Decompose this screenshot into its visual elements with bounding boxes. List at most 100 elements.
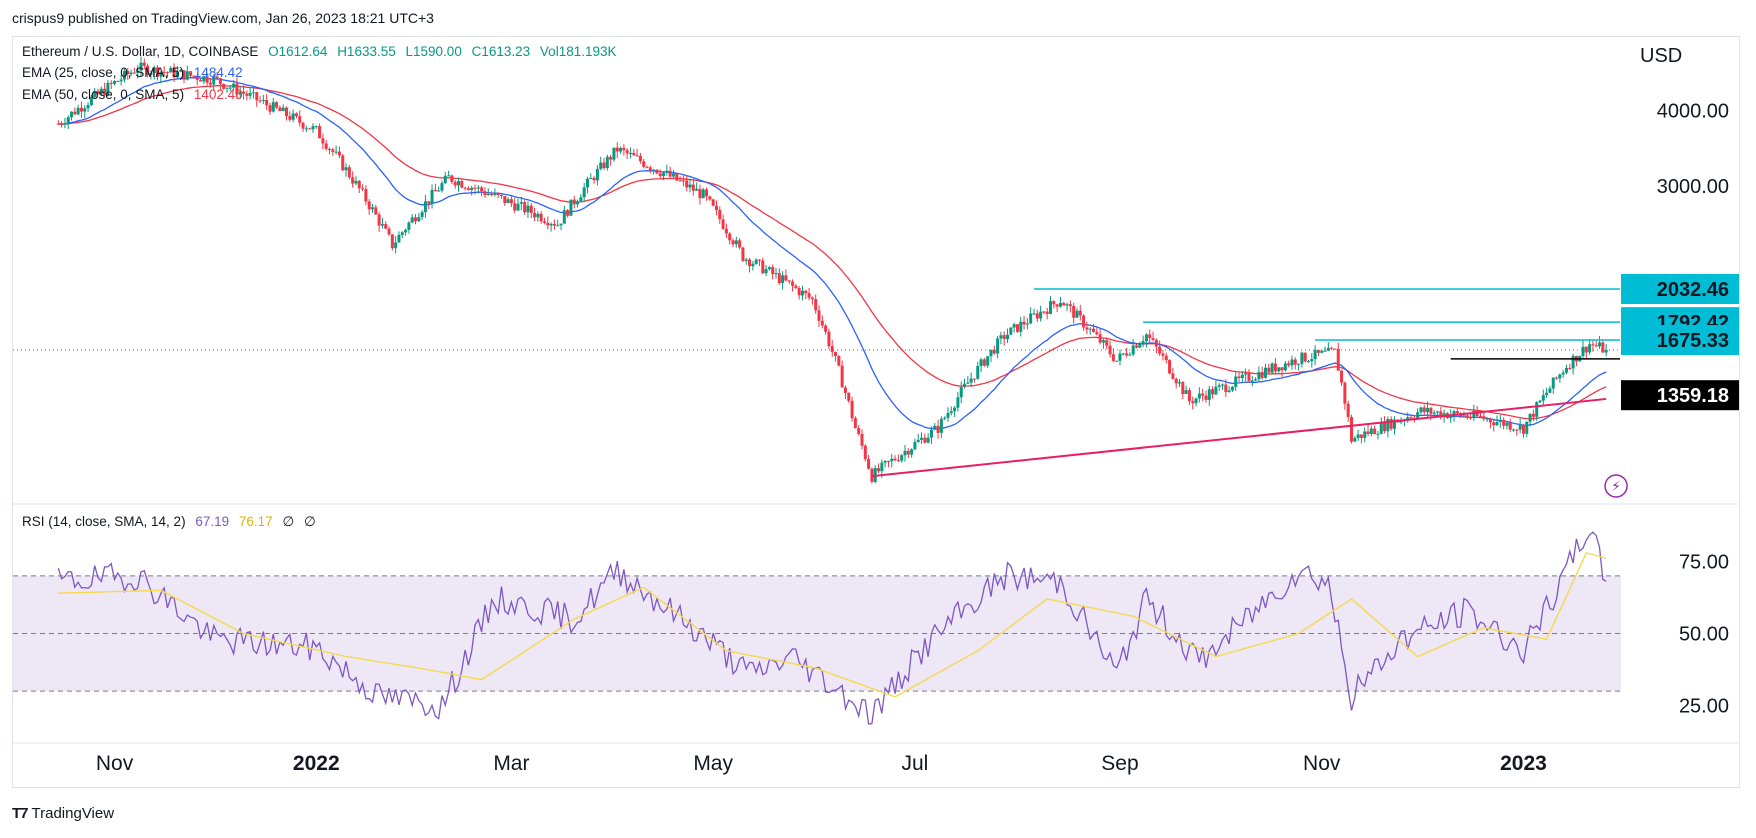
- candle-body: [63, 123, 67, 125]
- candle-body: [228, 87, 232, 89]
- candle-body: [466, 188, 470, 191]
- candle-body: [291, 113, 295, 120]
- candle-body: [1187, 390, 1191, 402]
- candle-body: [126, 70, 130, 75]
- candle-body: [440, 183, 444, 191]
- candle-body: [1455, 411, 1459, 414]
- candle-body: [165, 72, 169, 74]
- price-tag-label: 2032.46: [1657, 279, 1729, 301]
- candle-body: [1293, 359, 1297, 365]
- candle-body: [1015, 324, 1019, 332]
- price-tag-bg: [1621, 273, 1739, 304]
- candle-body: [1287, 363, 1291, 366]
- candle-body: [1392, 419, 1396, 429]
- x-tick-label: Sep: [1101, 752, 1138, 775]
- candle-body: [334, 151, 338, 153]
- candle-body: [1558, 374, 1562, 379]
- candle-body: [410, 217, 414, 223]
- candle-body: [1531, 413, 1535, 417]
- candle-body: [394, 242, 398, 249]
- candle-body: [456, 181, 460, 186]
- candle-body: [1125, 353, 1129, 356]
- candle-body: [1254, 379, 1258, 381]
- candle-body: [347, 167, 351, 178]
- candle-body: [688, 184, 692, 188]
- candle-body: [1049, 301, 1053, 314]
- candle-body: [1283, 363, 1287, 371]
- candle-body: [427, 201, 431, 204]
- candle-body: [354, 180, 358, 184]
- candle-body: [920, 437, 924, 440]
- candle-body: [1518, 424, 1522, 430]
- candle-body: [1515, 429, 1519, 431]
- rsi-ma-line: [58, 552, 1607, 698]
- tradingview-logo[interactable]: T7 TradingView: [12, 805, 114, 822]
- candle-body: [132, 72, 136, 74]
- candle-body: [671, 173, 675, 177]
- candle-body: [271, 102, 275, 112]
- rsi-legend: RSI (14, close, SMA, 14, 2) 67.19 76.17 …: [22, 514, 322, 530]
- candle-body: [738, 240, 742, 248]
- candle-body: [896, 460, 900, 462]
- chart-frame: [12, 36, 1740, 788]
- candle-body: [1343, 382, 1347, 404]
- candle-body: [1181, 382, 1185, 394]
- candle-body: [483, 191, 487, 196]
- candle-body: [956, 397, 960, 408]
- candle-body: [642, 161, 646, 167]
- candle-body: [526, 205, 530, 213]
- candle-body: [718, 209, 722, 220]
- candle-body: [678, 180, 682, 182]
- candle-body: [337, 151, 341, 156]
- candle-body: [695, 188, 699, 191]
- price-tag-bg: [1621, 380, 1739, 411]
- candle-body: [1240, 374, 1244, 379]
- candle-body: [1528, 413, 1532, 422]
- candle-body: [1224, 384, 1228, 392]
- candle-body: [99, 88, 103, 94]
- candle-body: [1469, 417, 1473, 419]
- candle-body: [959, 387, 963, 398]
- candle-body: [1432, 412, 1436, 414]
- candle-body: [1472, 410, 1476, 418]
- candle-body: [1376, 433, 1380, 435]
- candle-body: [509, 199, 513, 204]
- candle-body: [906, 450, 910, 455]
- candle-body: [486, 193, 490, 196]
- candle-body: [910, 449, 914, 455]
- candle-body: [867, 459, 871, 469]
- candle-body: [913, 442, 917, 450]
- candle-body: [1340, 370, 1344, 383]
- candle-body: [1032, 313, 1036, 315]
- candle-body: [76, 107, 80, 115]
- candle-body: [136, 70, 140, 73]
- candle-body: [1088, 328, 1092, 330]
- candle-body: [1535, 402, 1539, 417]
- candle-body: [953, 407, 957, 412]
- candle-body: [66, 117, 70, 124]
- candle-body: [1538, 400, 1542, 403]
- candle-body: [989, 349, 993, 357]
- candle-body: [473, 187, 477, 189]
- lightning-icon: [1604, 474, 1628, 498]
- candle-body: [377, 214, 381, 226]
- ema25-label: EMA (25, close, 0, SMA, 5): [22, 65, 185, 80]
- candle-body: [298, 116, 302, 123]
- candle-body: [1065, 304, 1069, 306]
- candle-body: [877, 468, 881, 472]
- candle-body: [344, 167, 348, 171]
- candle-body: [1426, 407, 1430, 413]
- candle-body: [880, 462, 884, 472]
- candle-body: [724, 228, 728, 234]
- candle-body: [595, 168, 599, 181]
- candle-body: [175, 71, 179, 78]
- candle-body: [318, 126, 322, 139]
- candle-body: [1409, 417, 1413, 419]
- candle-body: [89, 96, 93, 106]
- candle-body: [1237, 376, 1241, 379]
- candle-body: [681, 180, 685, 182]
- candle-body: [1045, 311, 1049, 314]
- candle-body: [275, 102, 279, 108]
- y-tick-label: 4000.00: [1657, 100, 1729, 122]
